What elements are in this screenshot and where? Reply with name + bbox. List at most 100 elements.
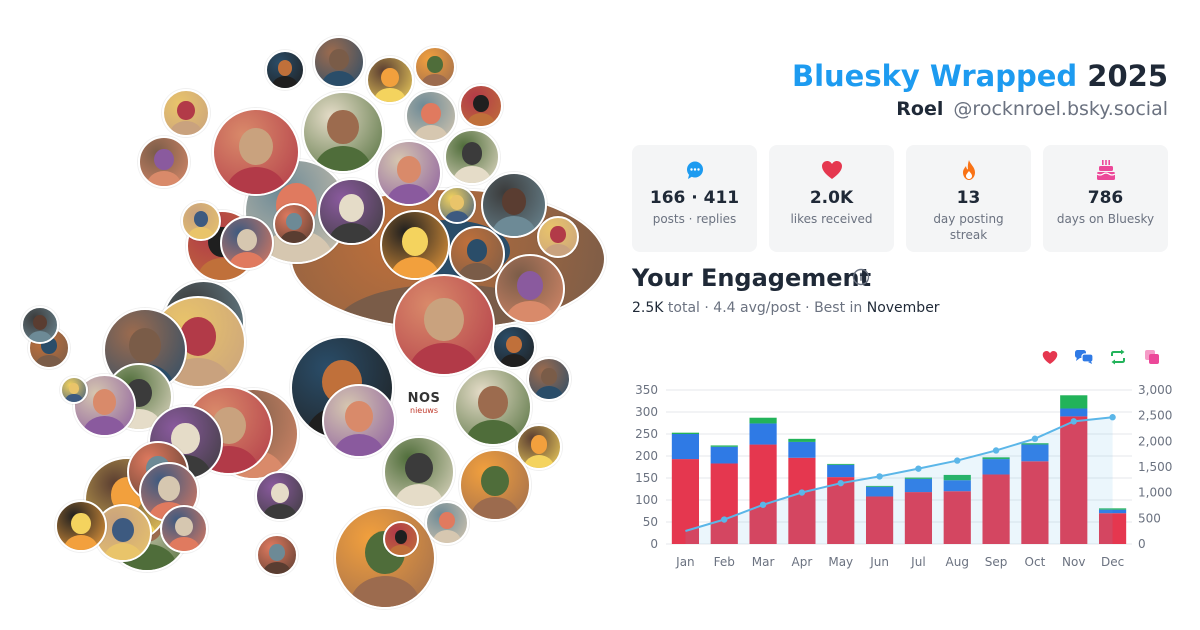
avatar (55, 500, 107, 552)
repost-icon (1111, 349, 1125, 365)
y-tick-right: 2,500 (1138, 409, 1172, 423)
bar-segment (671, 459, 700, 544)
legend-quotes-toggle[interactable] (1141, 346, 1163, 368)
x-tick-label: Oct (1025, 555, 1046, 569)
logo-line2: nieuws (410, 406, 438, 415)
title-year: 2025 (1087, 59, 1168, 93)
stat-label: posts · replies (652, 212, 737, 226)
flame-icon (906, 159, 1031, 181)
bar-segment (1098, 508, 1127, 510)
bar-segment (1021, 444, 1049, 462)
bar-segment (671, 432, 700, 434)
title-brand: Bluesky Wrapped (791, 59, 1078, 93)
engagement-total: 2.5K (632, 300, 664, 316)
bar-segment (865, 485, 894, 487)
x-tick-label: Jul (910, 555, 925, 569)
engagement-best-month: November (866, 300, 940, 316)
stat-card-streak: 13 day posting streak (906, 145, 1031, 252)
y-tick-left: 100 (635, 493, 658, 507)
avatar (537, 216, 579, 258)
y-tick-right: 500 (1138, 511, 1161, 525)
stat-label: day posting streak (933, 212, 1004, 242)
bar-segment (749, 423, 777, 445)
y-tick-right: 0 (1138, 537, 1146, 551)
cumulative-point (759, 501, 767, 508)
stat-value: 786 (1087, 188, 1124, 208)
bar-segment (865, 496, 894, 544)
avatar (380, 210, 450, 280)
nos-news-logo: NOS nieuws (404, 392, 444, 416)
cumulative-point (798, 489, 806, 496)
bar-segment (827, 463, 855, 465)
bar-segment (982, 459, 1010, 475)
legend-reposts-toggle[interactable] (1107, 346, 1129, 368)
engagement-chart: 0 50 100 150 200 250 300 350 0 500 1,000 1,500 2,000… (635, 383, 1172, 569)
cumulative-point (837, 479, 844, 487)
bar-segment (904, 478, 933, 493)
y-tick-left: 250 (635, 427, 658, 441)
avatar (181, 201, 221, 241)
cumulative-point (1070, 418, 1077, 425)
bar-segment (1060, 395, 1088, 409)
y-tick-left: 0 (650, 537, 658, 551)
display-name: Roel (896, 98, 944, 120)
y-tick-left: 300 (635, 405, 658, 419)
avatar (322, 384, 396, 458)
bar-segment (865, 486, 894, 497)
bar-segment (1060, 416, 1088, 544)
cumulative-point (954, 457, 961, 464)
avatar (444, 129, 500, 185)
user-line: Roel @rocknroel.bsky.social (792, 96, 1168, 122)
legend-likes-toggle[interactable] (1039, 346, 1061, 368)
y-tick-right: 3,000 (1138, 383, 1172, 397)
bar-segment (943, 480, 971, 492)
bar-segment (943, 491, 971, 544)
avatar (60, 376, 88, 404)
bar-segment (749, 444, 777, 544)
x-tick-label: Nov (1062, 555, 1085, 569)
heart-icon (1042, 350, 1058, 364)
x-tick-label: Feb (714, 555, 735, 569)
avatar (438, 186, 476, 224)
page-title: Bluesky Wrapped 2025 (792, 58, 1168, 94)
avatar (527, 357, 571, 401)
bar-segment (827, 464, 855, 478)
info-icon[interactable] (852, 268, 870, 286)
x-tick-label: Jun (869, 555, 889, 569)
bar-segment (904, 477, 933, 479)
legend-replies-toggle[interactable] (1073, 346, 1095, 368)
avatar (425, 501, 469, 545)
avatar (265, 50, 305, 90)
avatar (459, 84, 503, 128)
cumulative-point (721, 516, 728, 523)
stat-card-likes: 2.0K likes received (769, 145, 894, 252)
avatar (21, 306, 59, 344)
avatar (366, 56, 414, 104)
x-tick-label: Dec (1101, 555, 1124, 569)
cumulative-point (915, 465, 922, 472)
logo-line1: NOS (407, 391, 441, 406)
y-tick-right: 1,000 (1138, 486, 1172, 500)
stat-value: 2.0K (809, 188, 854, 208)
bar-segment (943, 474, 971, 481)
bar-segment (710, 463, 738, 544)
avatar (273, 203, 315, 245)
avatar (313, 36, 365, 88)
avatar (138, 136, 190, 188)
avatar (376, 140, 442, 206)
bar-segment (749, 417, 777, 424)
bar-segment (788, 457, 816, 544)
stat-label: days on Bluesky (1056, 212, 1155, 226)
avatar (393, 274, 495, 376)
bar-segment (1098, 509, 1127, 514)
cumulative-area (685, 417, 1113, 544)
avatar (383, 436, 455, 508)
y-tick-left: 200 (635, 449, 658, 463)
bar-segment (788, 438, 816, 442)
x-tick-label: May (828, 555, 853, 569)
bar-segment (710, 445, 738, 447)
avatar (220, 216, 274, 270)
avatar (405, 90, 457, 142)
engagement-avg: 4.4 avg/post (713, 300, 801, 316)
wrapped-header: Bluesky Wrapped 2025 Roel @rocknroel.bsk… (792, 58, 1168, 122)
